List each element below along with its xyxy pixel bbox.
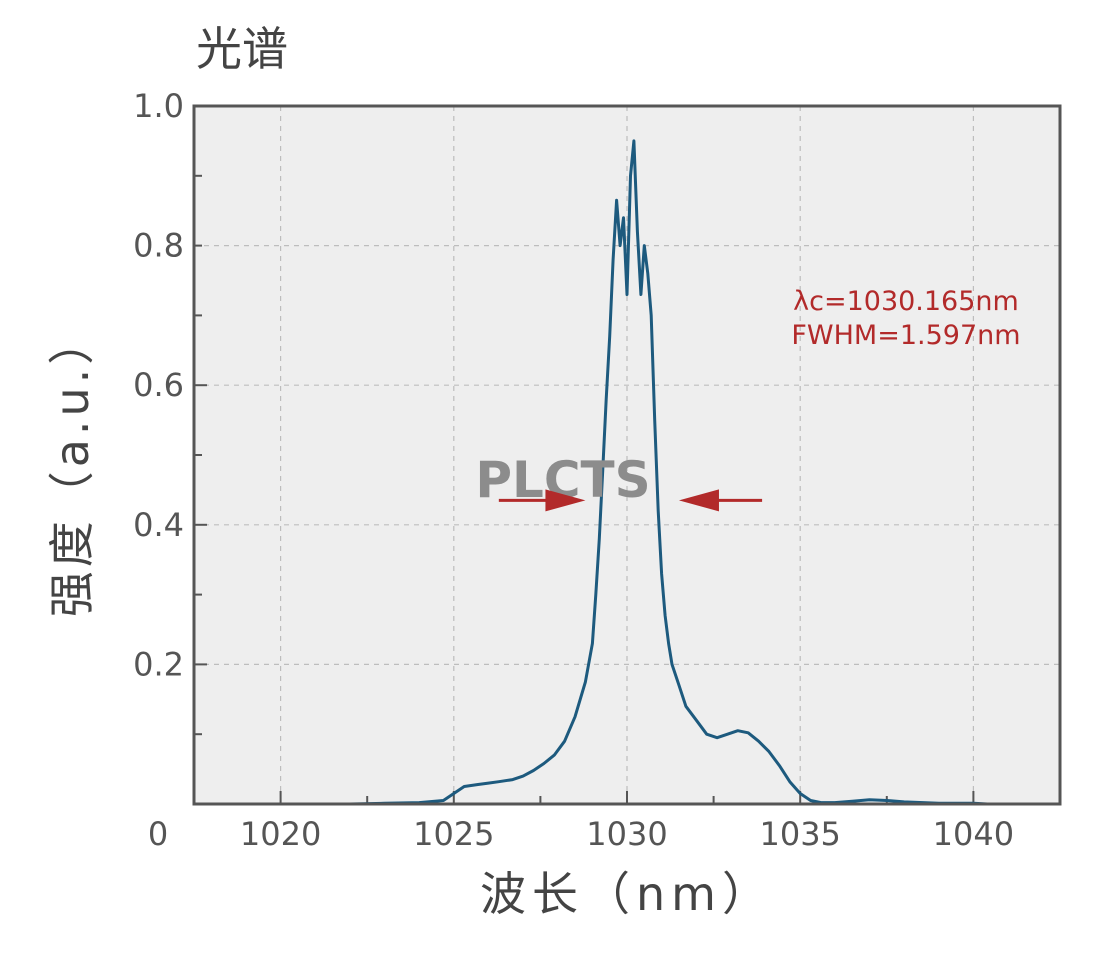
x-tick-label: 1030 [586, 815, 667, 853]
plot-frame [192, 104, 1062, 806]
fwhm-annotation: FWHM=1.597nm [791, 320, 1020, 351]
y-axis-label: 强度（a.u.） [45, 315, 99, 618]
spectrum-series-line [280, 139, 988, 806]
x-tick-label: 1020 [240, 815, 321, 853]
x-tick-label: 1040 [933, 815, 1014, 853]
x-tick-label: 1025 [413, 815, 494, 853]
y-tick-label: 1.0 [133, 87, 184, 125]
x-tick-label: 1035 [759, 815, 840, 853]
x-axis-label: 波长（nm） [480, 867, 774, 921]
y-tick-label: 0.4 [133, 506, 184, 544]
origin-label: 0 [148, 815, 168, 853]
chart-title: 光谱 [196, 22, 288, 76]
y-tick-label: 0.6 [133, 366, 184, 404]
center-wavelength-annotation: λc=1030.165nm [793, 286, 1019, 317]
y-tick-label: 0.2 [133, 645, 184, 683]
fwhm-right-arrow-head [678, 489, 719, 512]
y-tick-label: 0.8 [133, 227, 184, 265]
fwhm-left-arrow-head [545, 489, 586, 512]
